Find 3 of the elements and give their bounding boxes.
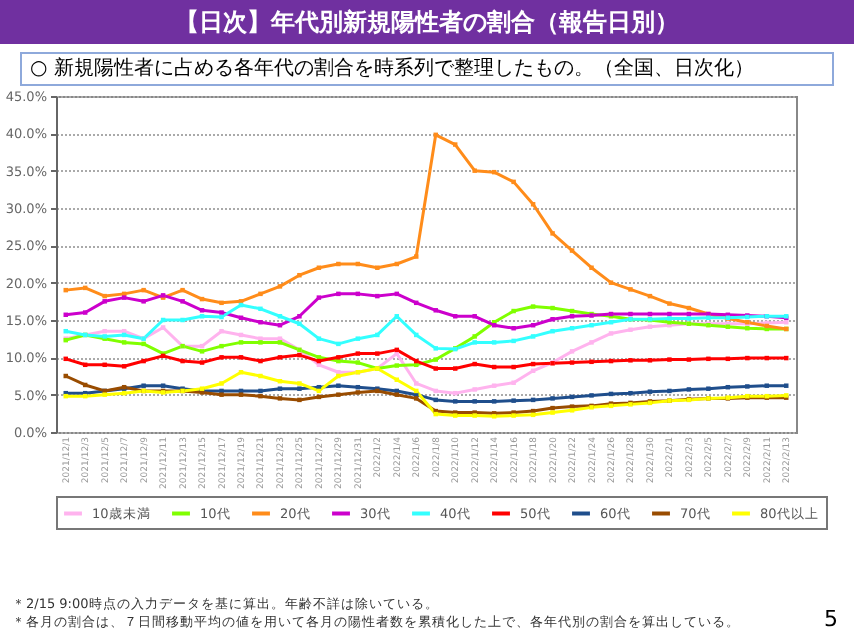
chart-subtitle: ○ 新規陽性者に占める各年代の割合を時系列で整理したもの。（全国、日次化）: [20, 52, 834, 86]
text: 5: [824, 606, 838, 632]
chart-title: 【日次】年代別新規陽性者の割合（報告日別）: [0, 0, 854, 44]
